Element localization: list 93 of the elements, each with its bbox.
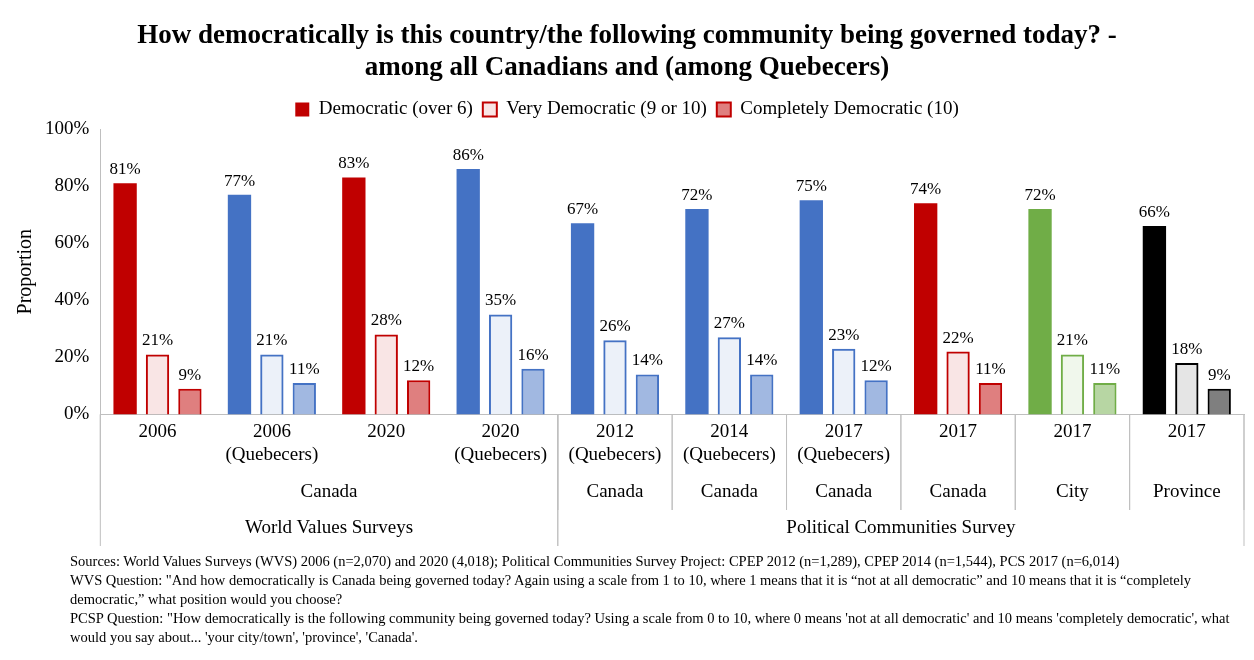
legend-label: Democratic (over 6) — [318, 97, 473, 120]
bar — [113, 183, 137, 415]
bar — [227, 194, 252, 415]
x-tick-label: 2020 — [367, 419, 406, 441]
bar — [978, 383, 1003, 415]
data-label: 72% — [681, 184, 713, 204]
bar — [685, 208, 709, 415]
bar — [342, 177, 366, 415]
data-label: 28% — [370, 310, 402, 330]
data-label: 12% — [860, 356, 892, 376]
data-label: 14% — [631, 350, 663, 370]
bar — [635, 374, 660, 415]
data-label: 22% — [942, 327, 974, 347]
bar — [750, 374, 774, 415]
text: Province — [1153, 479, 1221, 501]
bar — [799, 200, 823, 415]
source-note: Sources: World Values Surveys (WVS) 2006 (n=2,070) and 2020 (4,018); Political Communities Survey Project: CPEP 2012 (n=1,289), CPEP 2014 (n=1,544), PCS 2017 (n=6,014) — [70, 552, 1121, 571]
text: World Values Surveys — [245, 515, 414, 537]
data-label: 23% — [828, 324, 860, 344]
data-label: 83% — [338, 153, 370, 173]
bar — [292, 383, 316, 415]
data-label: 26% — [599, 316, 631, 336]
bar — [946, 351, 970, 415]
x-tick-label: 2006 — [138, 419, 177, 441]
data-label: 81% — [109, 159, 141, 179]
bar — [406, 380, 431, 415]
text: Political Communities Survey — [786, 515, 1016, 537]
data-label: 21% — [1056, 330, 1089, 350]
data-label: 86% — [452, 144, 484, 164]
bar — [521, 368, 545, 415]
chart-title: How democratically is this country/the following community being governed today? - among all Canadians and (among Quebecers) — [136, 18, 1118, 83]
legend-label: Very Democratic (9 or 10) — [506, 97, 707, 120]
x-tick-label: 2006 (Quebecers) — [225, 419, 319, 465]
y-tick-label: 100% — [45, 116, 90, 138]
data-label: 9% — [178, 364, 202, 384]
text: PCSP Question: "How democratically is the following community being governed today? Using a scale from 0 to 10, where 0 means 'not at all democratic' and 10 means 'completely democratic', what would you say about... 'your city/town', 'province', 'Canada'. — [70, 609, 1231, 647]
bar — [1207, 388, 1231, 415]
x-tick-label: 2014 (Quebecers) — [682, 419, 776, 465]
text: Canada — [586, 479, 645, 501]
data-label: 21% — [141, 330, 174, 350]
x-tick-label: 2017 — [1053, 419, 1092, 441]
data-label: 75% — [795, 176, 827, 196]
legend-label: Completely Democratic (10) — [740, 97, 959, 120]
data-label: 14% — [746, 350, 778, 370]
text: City — [1056, 479, 1090, 501]
bar — [717, 337, 742, 415]
data-label: 16% — [517, 344, 549, 364]
y-tick-label: 60% — [54, 231, 90, 253]
bar — [456, 168, 480, 415]
y-tick-label: 40% — [54, 288, 90, 310]
data-label: 27% — [713, 313, 745, 333]
bar — [832, 348, 856, 415]
bar — [178, 388, 202, 415]
x-tick-label: 2017 — [1167, 419, 1206, 441]
bar — [914, 203, 938, 415]
data-label: 12% — [403, 356, 435, 376]
bar — [864, 380, 888, 415]
y-tick-label: 80% — [54, 174, 90, 196]
bar — [1175, 363, 1199, 415]
bar — [1028, 208, 1052, 415]
data-label: 11% — [289, 358, 320, 378]
data-label: 74% — [910, 179, 942, 199]
text: Canada — [815, 479, 873, 501]
text: WVS Question: "And how democratically is Canada being governed today? Again using a scale from 1 to 10, where 1 means that it is “not at all democratic” and 10 means that it is “completely democratic,” what position would you choose? — [70, 571, 1192, 609]
x-tick-label: 2020 (Quebecers) — [454, 419, 548, 465]
text: Canada — [300, 479, 359, 501]
data-label: 11% — [975, 358, 1006, 378]
bar — [260, 354, 284, 415]
data-label: 18% — [1171, 339, 1203, 358]
bar — [1142, 226, 1167, 415]
bar — [1093, 383, 1117, 415]
bar — [603, 340, 627, 415]
data-label: 67% — [566, 199, 599, 219]
bar — [488, 314, 513, 415]
bar — [570, 223, 595, 415]
x-tick-label: 2017 (Quebecers) — [797, 419, 891, 465]
data-label: 35% — [485, 290, 517, 310]
text: Canada — [700, 479, 759, 501]
data-label: 66% — [1138, 202, 1170, 221]
data-label: 11% — [1089, 358, 1121, 378]
data-label: 21% — [256, 330, 288, 350]
bar — [1060, 354, 1085, 415]
x-tick-label: 2012 (Quebecers) — [568, 419, 662, 465]
y-axis-title: Proportion — [13, 228, 37, 315]
y-tick-label: 0% — [64, 402, 90, 424]
data-label: 72% — [1024, 184, 1056, 204]
y-tick-label: 20% — [54, 345, 90, 367]
text: Canada — [929, 479, 988, 501]
data-label: 9% — [1207, 364, 1231, 384]
bar — [374, 334, 398, 415]
data-label: 77% — [223, 170, 256, 190]
x-tick-label: 2017 — [939, 419, 978, 441]
bar — [145, 354, 170, 415]
